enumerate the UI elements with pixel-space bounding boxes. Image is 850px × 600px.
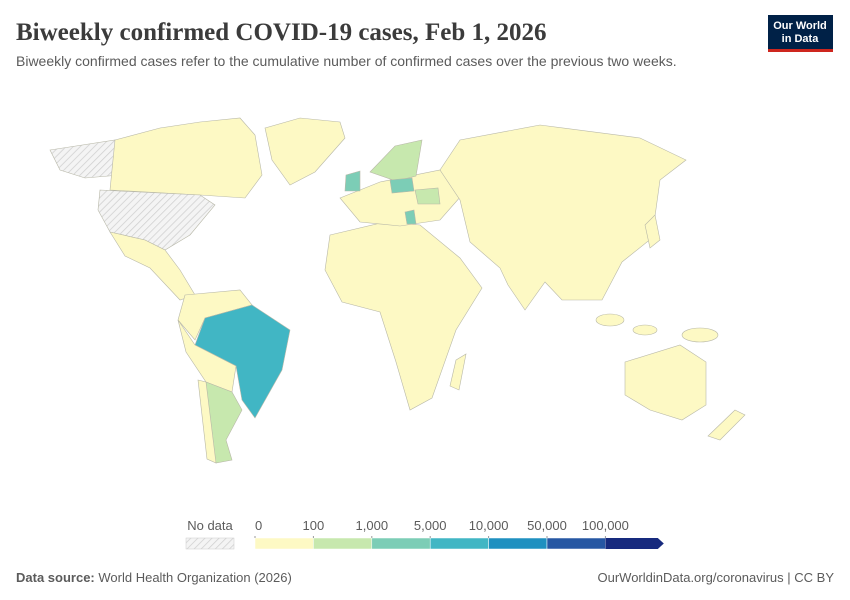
source-text: World Health Organization (2026): [98, 570, 291, 585]
source-link[interactable]: OurWorldinData.org/coronavirus | CC BY: [597, 570, 834, 585]
no-data-swatch: [185, 537, 235, 550]
legend-swatch: [371, 537, 431, 550]
legend-swatch: [605, 538, 664, 549]
legend-swatch: [429, 537, 489, 550]
legend-tick-label: 100,000: [582, 518, 629, 533]
legend-tick-label: 0: [255, 518, 262, 533]
legend-tick-label: 10,000: [469, 518, 509, 533]
legend-label: No data: [187, 518, 233, 533]
country: [344, 170, 361, 192]
country: [644, 214, 661, 249]
country: [595, 313, 625, 327]
logo-text: in Data: [782, 33, 820, 45]
country: [624, 344, 707, 421]
country: [449, 353, 467, 391]
country: [632, 324, 658, 336]
country: [707, 409, 746, 441]
country: [49, 139, 121, 179]
legend-tick-label: 50,000: [527, 518, 567, 533]
legend: No data 0 100 1,000 5,000 10,000 50,000 100,00…: [185, 518, 664, 550]
country: [439, 124, 687, 311]
legend-swatch: [488, 537, 548, 550]
country: [324, 221, 483, 411]
legend-tick-label: 5,000: [414, 518, 447, 533]
source-label: Data source:: [16, 570, 95, 585]
subtitle: Biweekly confirmed cases refer to the cu…: [16, 53, 677, 69]
country: [109, 117, 263, 199]
source: Data source: World Health Organization (…: [16, 570, 292, 585]
legend-tick-label: 100: [303, 518, 325, 533]
country: [389, 177, 415, 194]
country: [197, 379, 217, 464]
legend-swatch: [313, 537, 373, 550]
logo: Our World in Data: [768, 15, 833, 52]
legend-swatch: [254, 537, 314, 550]
country: [404, 209, 417, 225]
logo-text: Our World: [773, 20, 827, 32]
world-map: [49, 117, 746, 464]
legend-tick-label: 1,000: [356, 518, 389, 533]
title: Biweekly confirmed COVID-19 cases, Feb 1…: [16, 19, 547, 46]
country: [681, 327, 719, 343]
country: [369, 139, 423, 182]
country: [414, 187, 441, 205]
country: [264, 117, 346, 186]
legend-swatch: [546, 537, 606, 550]
